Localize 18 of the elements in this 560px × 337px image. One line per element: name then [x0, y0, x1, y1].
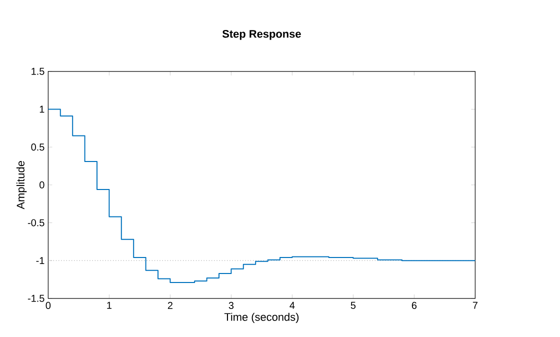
y-tick-label: -1: [36, 257, 44, 264]
x-tick-label: 5: [350, 302, 356, 309]
x-tick-label: 3: [228, 302, 234, 309]
y-axis-title: Amplitude: [16, 161, 27, 210]
x-tick-label: 4: [290, 302, 295, 309]
y-tick-label: 0.5: [31, 144, 44, 151]
y-tick-label: -1.5: [28, 294, 44, 302]
y-tick-label: -0.5: [28, 219, 44, 226]
y-tick-label: 1: [40, 106, 44, 113]
x-tick-label: 0: [46, 302, 51, 309]
y-tick-label: 0: [40, 181, 44, 188]
x-tick-label: 7: [472, 302, 478, 309]
x-axis-title: Time (seconds): [224, 312, 299, 324]
x-tick-label: 2: [168, 302, 172, 309]
y-tick-label: 1.5: [32, 68, 44, 75]
x-tick-label: 1: [107, 302, 112, 309]
x-tick-label: 6: [412, 302, 417, 309]
chart-title: Step Response: [222, 30, 301, 40]
